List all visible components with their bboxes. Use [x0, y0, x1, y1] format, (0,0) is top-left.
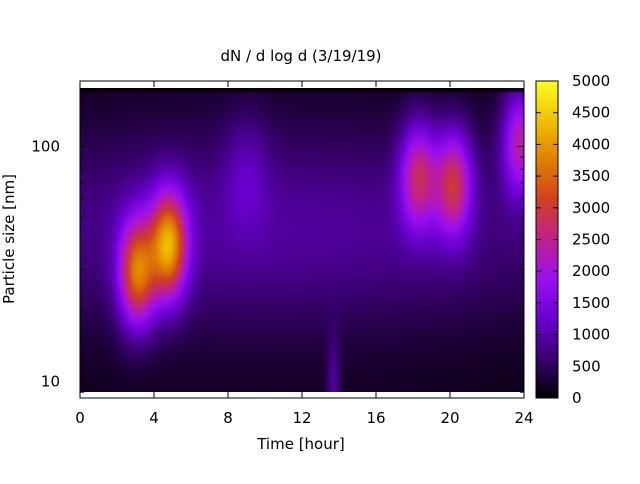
- colorbar-tick-label: 4500: [572, 104, 610, 122]
- x-axis-label: Time [hour]: [256, 435, 345, 453]
- chart-title: dN / d log d (3/19/19): [220, 47, 381, 65]
- colorbar-tick-label: 500: [572, 357, 601, 375]
- colorbar-tick-label: 1500: [572, 294, 610, 312]
- colorbar-tick-label: 2500: [572, 231, 610, 249]
- x-axis: 0 4 8 12 16 20 24: [75, 81, 534, 427]
- colorbar-tick-label: 3500: [572, 167, 610, 185]
- x-tick-label: 12: [292, 409, 311, 427]
- colorbar: [536, 81, 558, 398]
- colorbar-tick-label: 5000: [572, 72, 610, 90]
- y-tick-label: 10: [41, 372, 60, 390]
- x-tick-label: 4: [149, 409, 159, 427]
- colorbar-ticks: 0 500 1000 1500 2000 2500 3000 3500 4000 4500 5000: [536, 72, 610, 407]
- heatmap-image: [80, 88, 524, 392]
- colorbar-tick-label: 0: [572, 389, 582, 407]
- y-axis-label: Particle size [nm]: [0, 174, 18, 304]
- colorbar-tick-label: 1000: [572, 326, 610, 344]
- y-axis: 10 100: [31, 137, 524, 393]
- y-tick-label: 100: [31, 137, 60, 155]
- x-tick-label: 0: [75, 409, 85, 427]
- x-tick-label: 8: [223, 409, 233, 427]
- colorbar-tick-label: 2000: [572, 262, 610, 280]
- x-tick-label: 20: [440, 409, 459, 427]
- x-tick-label: 24: [514, 409, 533, 427]
- colorbar-tick-label: 3000: [572, 199, 610, 217]
- x-tick-label: 16: [366, 409, 385, 427]
- colorbar-tick-label: 4000: [572, 135, 610, 153]
